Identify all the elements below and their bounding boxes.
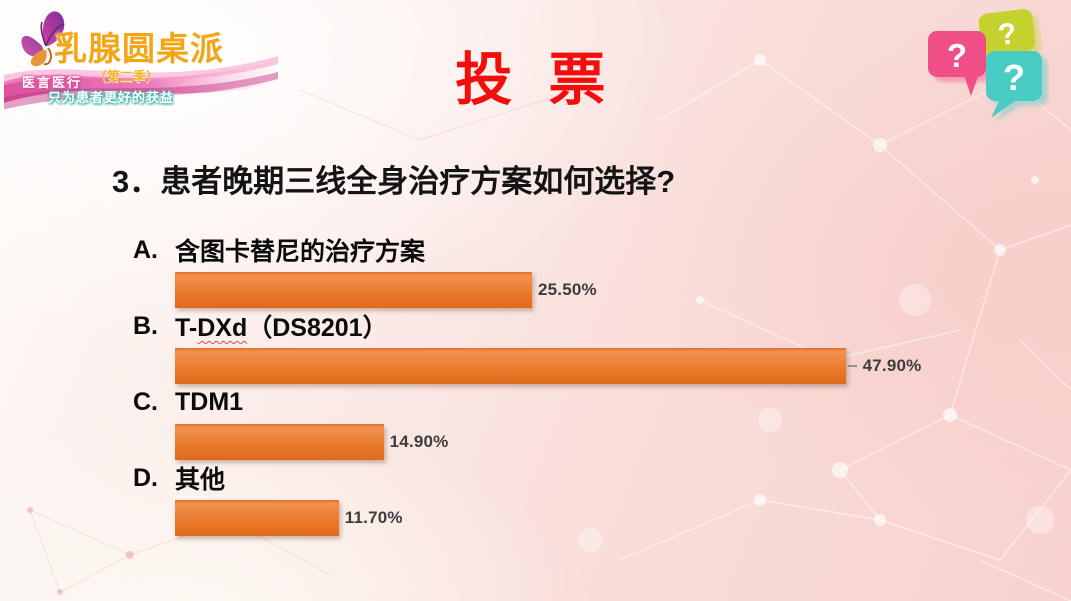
brand-title: 乳腺圆桌派 [54, 30, 224, 67]
brand-logo: 乳腺圆桌派 （第二季） 医言医行 只为患者更好的获益 [4, 0, 278, 136]
option-percent-label: 11.70% [344, 508, 403, 527]
option-label: T-DXd（DS8201） [175, 308, 388, 344]
svg-text:?: ? [947, 37, 967, 74]
green-question-bubble: ? [978, 9, 1036, 70]
question-bubbles-icon: ? ? ? [928, 9, 1048, 122]
ribbon-graphic [4, 56, 278, 110]
option-label-part: （DS8201） [247, 314, 388, 342]
page-title: 投 票 [455, 48, 616, 112]
brand-tagline-1: 医言医行 [22, 75, 83, 90]
option-label-part: 含图卡替尼的治疗方案 [175, 238, 426, 266]
option-letter: A. [133, 235, 158, 264]
poll-option-row: D. 其他 11.70% [0, 456, 1071, 536]
option-label: 其他 [175, 460, 225, 496]
option-letter: D. [133, 463, 158, 492]
svg-text:?: ? [996, 17, 1018, 52]
option-label: TDM1 [175, 388, 243, 417]
option-label-part: T- [175, 314, 198, 342]
brand-tagline-2: 只为患者更好的获益 [48, 90, 175, 105]
teal-question-bubble: ? [986, 51, 1042, 118]
brand-season: （第二季） [94, 69, 160, 84]
option-percent-label: 25.50% [538, 280, 597, 299]
option-label: 含图卡替尼的治疗方案 [175, 232, 425, 268]
option-label-part: DXd [197, 314, 248, 342]
option-percent-label: 47.90% [862, 356, 922, 375]
option-label-part: 其他 [175, 466, 226, 494]
poll-results-chart: A. 含图卡替尼的治疗方案 25.50% B. T-DXd（DS8201） 47… [0, 228, 1071, 536]
option-percent-label: 14.90% [389, 432, 449, 451]
option-result-bar [175, 348, 846, 384]
option-letter: C. [133, 387, 158, 416]
option-result-bar [175, 500, 339, 536]
pink-question-bubble: ? [928, 31, 986, 96]
poll-question: 3．患者晚期三线全身治疗方案如何选择? [112, 164, 676, 199]
label-leader-line [847, 365, 857, 367]
option-result-bar [175, 272, 532, 308]
poll-option-row: C. TDM1 14.90% [0, 380, 1071, 460]
svg-text:?: ? [1003, 57, 1025, 98]
option-letter: B. [133, 311, 158, 340]
butterfly-icon [21, 11, 65, 67]
poll-option-row: B. T-DXd（DS8201） 47.90% [0, 304, 1071, 384]
option-result-bar [175, 424, 384, 460]
option-label-part: TDM1 [175, 387, 244, 416]
poll-option-row: A. 含图卡替尼的治疗方案 25.50% [0, 228, 1071, 308]
